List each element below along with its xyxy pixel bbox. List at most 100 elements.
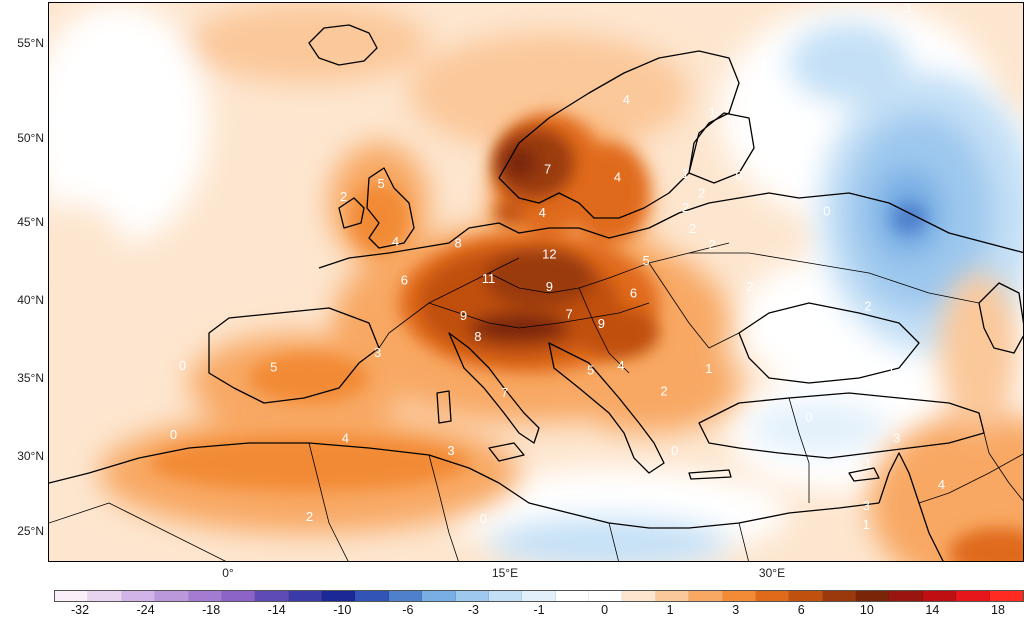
value-label: 4 bbox=[342, 430, 349, 445]
lon-label-30e: 30°E bbox=[758, 566, 786, 580]
value-label: 6 bbox=[401, 272, 408, 287]
value-label: 3 bbox=[447, 443, 454, 458]
colorbar-swatch bbox=[689, 591, 723, 601]
colorbar-swatch bbox=[989, 591, 1023, 601]
value-label: 9 bbox=[598, 316, 605, 331]
value-label: 3 bbox=[904, 3, 911, 15]
field-layer-deepcool bbox=[891, 202, 927, 234]
colorbar-tick-label: -1 bbox=[533, 603, 545, 617]
value-label: 4 bbox=[539, 205, 546, 220]
value-label: 2 bbox=[340, 189, 347, 204]
value-label: 4 bbox=[145, 34, 152, 49]
colorbar-swatch bbox=[488, 591, 523, 601]
value-label: 6 bbox=[630, 285, 637, 300]
value-label: 9 bbox=[546, 279, 553, 294]
value-label: 5 bbox=[270, 359, 277, 374]
value-label: 12 bbox=[542, 247, 556, 262]
borders bbox=[49, 242, 1023, 561]
value-label: 2 bbox=[698, 186, 705, 201]
value-label: 0 bbox=[823, 203, 830, 218]
lat-label-40n: 40°N bbox=[17, 293, 44, 307]
value-label: 0 bbox=[179, 358, 186, 373]
value-label: 1 bbox=[705, 361, 712, 376]
colorbar-swatch bbox=[655, 591, 690, 601]
value-label: 3 bbox=[863, 498, 870, 513]
value-label: 1 bbox=[888, 361, 895, 376]
lat-label-55n: 55°N bbox=[17, 36, 44, 50]
value-label: 1 bbox=[864, 456, 871, 471]
value-label: 0 bbox=[170, 427, 177, 442]
value-label: 2 bbox=[709, 237, 716, 252]
field-layer-veryhot bbox=[419, 128, 659, 358]
colorbar-tick-label: -14 bbox=[267, 603, 286, 617]
colorbar-swatch bbox=[822, 591, 856, 601]
value-label: 2 bbox=[682, 200, 689, 215]
value-label: 3 bbox=[374, 345, 381, 360]
colorbar-swatch bbox=[889, 591, 923, 601]
colorbar-tick-label: -24 bbox=[136, 603, 155, 617]
value-label: 5 bbox=[378, 176, 385, 191]
colorbar-swatch bbox=[155, 591, 189, 601]
lon-label-15e: 15°E bbox=[491, 566, 519, 580]
value-label: 2 bbox=[660, 384, 667, 399]
value-label: 8 bbox=[455, 235, 462, 250]
colorbar-swatch bbox=[88, 591, 122, 601]
value-label: 7 bbox=[501, 385, 508, 400]
value-label: 8 bbox=[474, 329, 481, 344]
colorbar-tick-label: 6 bbox=[797, 603, 805, 617]
colorbar-swatch bbox=[555, 591, 589, 601]
lat-label-35n: 35°N bbox=[17, 371, 44, 385]
value-label: 9 bbox=[460, 308, 467, 323]
colorbar-swatch bbox=[322, 591, 356, 601]
colorbar-swatch bbox=[221, 591, 256, 601]
colorbar-swatch bbox=[589, 591, 623, 601]
value-label: 1 bbox=[863, 517, 870, 532]
colorbar-swatch bbox=[722, 591, 756, 601]
lat-label-30n: 30°N bbox=[17, 449, 44, 463]
value-label: 2 bbox=[689, 221, 696, 236]
value-label: 1 bbox=[682, 166, 689, 181]
colorbar-swatch bbox=[288, 591, 322, 601]
colorbar-swatch bbox=[388, 591, 423, 601]
colorbar-tick-label: 18 bbox=[991, 603, 1005, 617]
colorbar-tick-label: -32 bbox=[70, 603, 90, 617]
lon-label-0: 0° bbox=[222, 566, 234, 580]
value-label: 4 bbox=[614, 169, 621, 184]
value-label: 7 bbox=[544, 161, 551, 176]
colorbar-swatch bbox=[355, 591, 389, 601]
colorbar-swatch bbox=[255, 591, 289, 601]
value-label: 4 bbox=[392, 234, 399, 249]
lat-label-45n: 45°N bbox=[17, 215, 44, 229]
colorbar-swatch bbox=[55, 591, 89, 601]
colorbar-tick-label: 10 bbox=[859, 603, 874, 617]
colorbar-tick-label: 14 bbox=[925, 603, 940, 617]
colorbar-swatch bbox=[755, 591, 790, 601]
coastlines bbox=[49, 24, 1023, 561]
colorbar-tick-label: 0 bbox=[601, 603, 609, 617]
value-label: 2 bbox=[306, 509, 313, 524]
colorbar-swatch bbox=[422, 591, 456, 601]
value-label: 4 bbox=[617, 358, 624, 373]
value-label: 3 bbox=[893, 430, 900, 445]
colorbar-swatch bbox=[922, 591, 957, 601]
value-label: 4 bbox=[623, 92, 630, 107]
value-label: 5 bbox=[642, 253, 649, 268]
colorbar-tick-label: 1 bbox=[666, 603, 674, 617]
value-label: 7 bbox=[565, 306, 572, 321]
colorbar-tick-label: -18 bbox=[202, 603, 221, 617]
value-label: 0 bbox=[736, 168, 743, 183]
value-label: 4 bbox=[938, 477, 945, 492]
colorbar-tick-label: -10 bbox=[333, 603, 352, 617]
colorbar-tick-label: -6 bbox=[402, 603, 414, 617]
colorbar-swatch bbox=[455, 591, 489, 601]
value-label: 0 bbox=[671, 443, 678, 458]
value-label: 11 bbox=[482, 271, 496, 286]
colorbar-swatch bbox=[188, 591, 222, 601]
colorbar-swatch bbox=[622, 591, 656, 601]
colorbar-swatch bbox=[121, 591, 156, 601]
value-label: 5 bbox=[587, 363, 594, 378]
lat-label-25n: 25°N bbox=[17, 524, 44, 538]
value-label: 2 bbox=[746, 279, 753, 294]
